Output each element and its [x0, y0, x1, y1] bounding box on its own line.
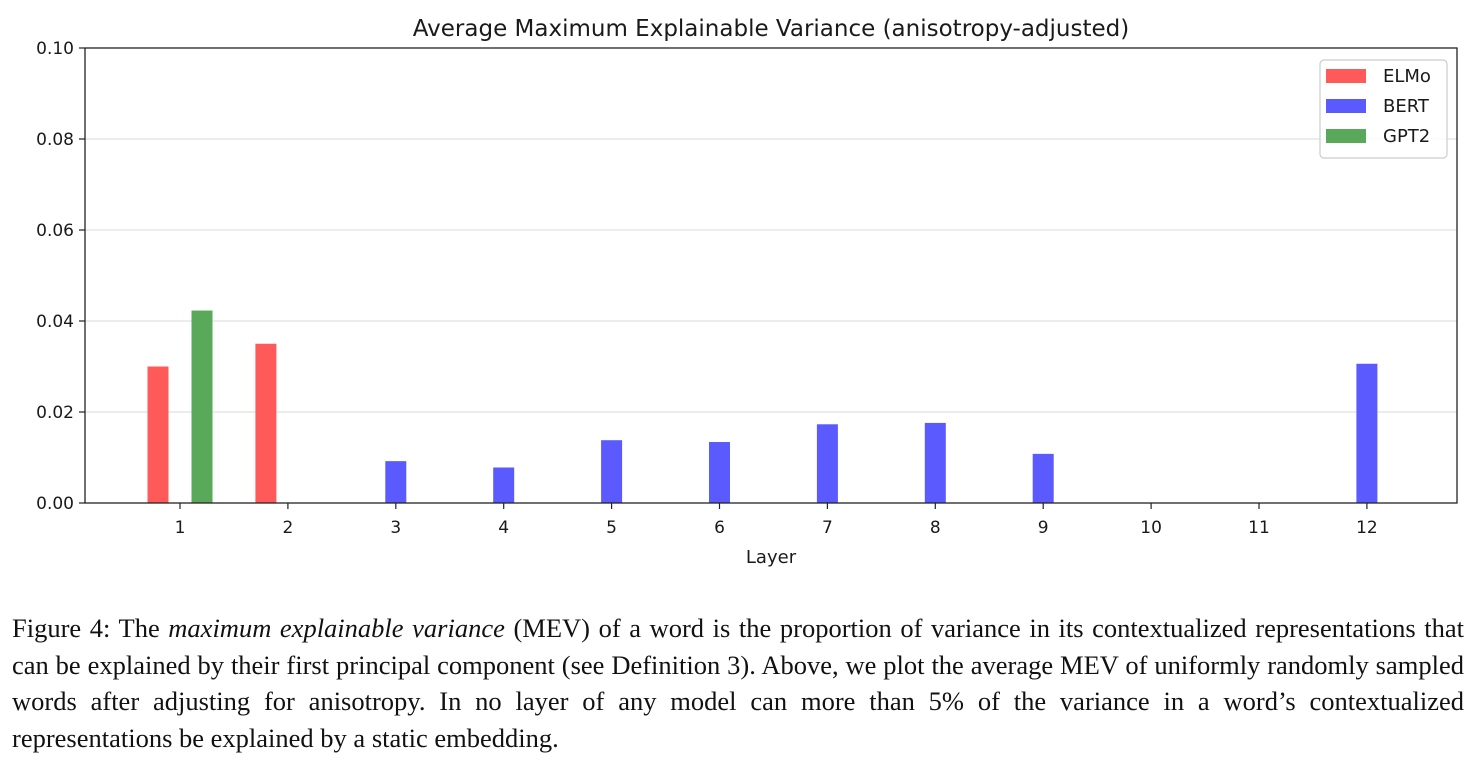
bar-bert-layer-9 [1032, 453, 1054, 503]
x-tick-label: 8 [930, 518, 941, 538]
y-tick-label: 0.04 [36, 312, 74, 332]
x-tick-label: 5 [606, 518, 617, 538]
bar-elmo-layer-1 [147, 366, 169, 503]
chart-title: Average Maximum Explainable Variance (an… [413, 16, 1129, 42]
legend-label-gpt2: GPT2 [1383, 126, 1430, 147]
x-tick-label: 6 [714, 518, 725, 538]
x-tick-label: 3 [390, 518, 401, 538]
bar-bert-layer-6 [709, 442, 730, 503]
legend-swatch-elmo [1326, 69, 1366, 83]
plot-frame [84, 47, 1458, 504]
bar-bert-layer-12 [1356, 363, 1378, 503]
x-tick-label: 7 [822, 518, 833, 538]
bar-gpt2-layer-1 [191, 310, 213, 503]
x-tick-label: 10 [1140, 518, 1162, 538]
legend-swatch-bert [1326, 99, 1366, 113]
bars [147, 310, 1378, 503]
y-tick-label: 0.00 [36, 494, 74, 514]
y-tick-label: 0.02 [36, 403, 74, 423]
legend: ELMo BERT GPT2 [1319, 59, 1448, 159]
x-axis-ticks: 1 2 3 4 5 6 7 8 9 10 11 12 [175, 503, 1378, 538]
x-tick-label: 1 [175, 518, 186, 538]
legend-label-bert: BERT [1383, 96, 1430, 117]
x-tick-label: 2 [282, 518, 293, 538]
legend-label-elmo: ELMo [1383, 66, 1431, 87]
bar-bert-layer-3 [385, 461, 407, 503]
y-tick-label: 0.10 [36, 39, 74, 59]
legend-swatch-gpt2 [1326, 129, 1366, 143]
x-axis-label: Layer [746, 547, 797, 568]
y-tick-label: 0.08 [36, 130, 74, 150]
y-tick-label: 0.06 [36, 221, 74, 241]
bar-bert-layer-7 [816, 424, 838, 503]
x-tick-label: 9 [1038, 518, 1049, 538]
bar-bert-layer-4 [493, 467, 515, 503]
caption-prefix: Figure 4: The [12, 613, 169, 643]
caption-body: (MEV) of a word is the proportion of var… [12, 613, 1464, 753]
x-tick-label: 11 [1248, 518, 1270, 538]
y-axis-ticks: 0.00 0.02 0.04 0.06 0.08 0.10 [36, 39, 85, 514]
bar-bert-layer-8 [924, 422, 946, 503]
x-tick-label: 4 [498, 518, 509, 538]
gridlines [85, 138, 1457, 413]
figure-caption: Figure 4: The maximum explainable varian… [12, 610, 1464, 756]
x-tick-label: 12 [1356, 518, 1378, 538]
bar-chart: Average Maximum Explainable Variance (an… [36, 16, 1458, 568]
caption-emphasis: maximum explainable variance [168, 613, 505, 643]
bar-elmo-layer-2 [255, 343, 277, 503]
bar-bert-layer-5 [601, 440, 623, 503]
